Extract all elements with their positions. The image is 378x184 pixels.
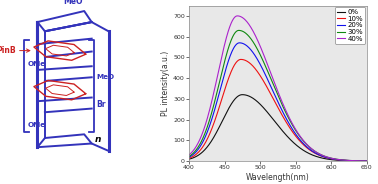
10%	[267, 91, 272, 93]
40%	[292, 125, 296, 128]
Text: OMe: OMe	[28, 61, 46, 67]
40%	[267, 69, 272, 71]
30%	[232, 32, 237, 34]
20%	[364, 160, 369, 162]
40%	[235, 15, 240, 17]
40%	[364, 160, 369, 162]
10%	[232, 63, 237, 66]
40%	[306, 144, 310, 147]
10%	[187, 157, 191, 160]
Text: Br: Br	[96, 100, 106, 109]
Y-axis label: PL intensity(a.u.): PL intensity(a.u.)	[161, 51, 170, 116]
Text: n: n	[94, 135, 101, 144]
40%	[218, 61, 223, 64]
0%	[240, 93, 245, 96]
20%	[292, 130, 296, 133]
40%	[321, 155, 325, 157]
10%	[364, 160, 369, 162]
10%	[218, 102, 223, 105]
Text: MeO: MeO	[63, 0, 83, 6]
40%	[232, 16, 237, 18]
0%	[364, 160, 369, 162]
Text: MeO: MeO	[96, 74, 115, 80]
Text: PinB: PinB	[0, 46, 16, 55]
30%	[364, 160, 369, 162]
0%	[267, 114, 272, 116]
0%	[321, 157, 325, 159]
20%	[218, 88, 223, 90]
20%	[267, 83, 272, 85]
30%	[218, 77, 223, 79]
0%	[187, 158, 191, 160]
Line: 30%: 30%	[189, 30, 367, 161]
Legend: 0%, 10%, 20%, 30%, 40%: 0%, 10%, 20%, 30%, 40%	[335, 7, 365, 44]
20%	[321, 155, 325, 158]
20%	[306, 147, 310, 149]
0%	[218, 124, 223, 126]
10%	[321, 156, 325, 158]
0%	[306, 152, 310, 154]
30%	[321, 155, 325, 157]
30%	[306, 145, 310, 147]
0%	[232, 98, 237, 100]
0%	[292, 142, 296, 144]
30%	[237, 29, 241, 31]
30%	[292, 127, 296, 129]
10%	[292, 133, 296, 135]
10%	[239, 58, 243, 61]
30%	[187, 155, 191, 158]
Line: 10%: 10%	[189, 59, 367, 161]
Text: OMe: OMe	[28, 122, 46, 128]
Line: 40%: 40%	[189, 16, 367, 161]
Line: 20%: 20%	[189, 43, 367, 161]
20%	[187, 156, 191, 158]
40%	[187, 154, 191, 156]
Line: 0%: 0%	[189, 95, 367, 161]
10%	[306, 148, 310, 150]
30%	[267, 75, 272, 77]
20%	[237, 42, 242, 44]
X-axis label: Wavelength(nm): Wavelength(nm)	[246, 173, 310, 182]
20%	[232, 45, 237, 47]
